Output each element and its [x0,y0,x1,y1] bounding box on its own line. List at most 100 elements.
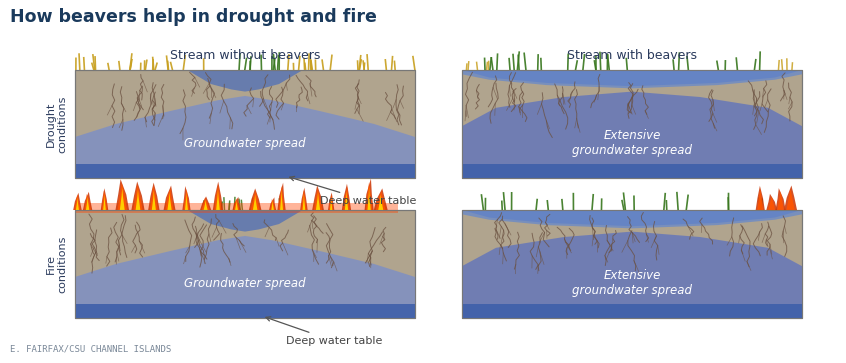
Polygon shape [367,187,371,210]
Text: Deep water table: Deep water table [290,176,416,206]
Bar [75,70,415,178]
Polygon shape [213,182,223,210]
Polygon shape [233,199,239,210]
Polygon shape [204,200,207,210]
Polygon shape [76,197,79,210]
Polygon shape [757,189,763,210]
Bar [462,210,802,318]
Text: How beavers help in drought and fire: How beavers help in drought and fire [10,8,376,26]
Polygon shape [187,70,303,91]
Polygon shape [135,189,140,210]
Bar [75,70,415,178]
Polygon shape [75,236,415,318]
Bar [462,304,802,318]
Polygon shape [185,193,188,210]
Polygon shape [233,197,240,210]
Polygon shape [776,188,786,210]
Text: Extensive
groundwater spread: Extensive groundwater spread [572,130,692,158]
Polygon shape [183,186,190,210]
Bar [462,70,802,178]
Polygon shape [131,182,145,210]
Text: Deep water table: Deep water table [266,317,382,346]
Polygon shape [462,210,802,226]
Polygon shape [328,192,334,210]
Polygon shape [312,185,324,210]
Bar [75,203,398,213]
Polygon shape [184,189,190,210]
Bar [75,210,415,318]
Text: E. FAIRFAX/CSU CHANNEL ISLANDS: E. FAIRFAX/CSU CHANNEL ISLANDS [10,344,171,353]
Polygon shape [376,191,386,210]
Bar [462,210,802,318]
Polygon shape [115,179,129,210]
Polygon shape [766,194,777,210]
Text: Extensive
groundwater spread: Extensive groundwater spread [572,269,692,297]
Polygon shape [187,210,303,232]
Polygon shape [777,191,783,210]
Polygon shape [101,188,108,210]
Polygon shape [768,196,775,210]
Polygon shape [462,91,802,178]
Text: Stream without beavers: Stream without beavers [170,49,320,62]
Polygon shape [269,197,276,210]
Polygon shape [303,194,305,210]
Polygon shape [374,188,387,210]
Polygon shape [151,190,156,210]
Polygon shape [278,186,284,210]
Polygon shape [462,210,802,228]
Text: Drought
conditions: Drought conditions [46,95,67,153]
Text: Fire
conditions: Fire conditions [46,235,67,293]
Polygon shape [150,186,158,210]
Text: Stream with beavers: Stream with beavers [567,49,697,62]
Polygon shape [85,194,91,210]
Polygon shape [163,185,175,210]
Polygon shape [249,188,261,210]
Text: Groundwater spread: Groundwater spread [184,277,305,290]
Polygon shape [165,188,173,210]
Polygon shape [75,96,415,178]
Polygon shape [201,198,210,210]
Bar [75,210,415,318]
Polygon shape [235,201,238,210]
Bar [462,70,802,178]
Polygon shape [366,182,372,210]
Polygon shape [784,185,797,210]
Polygon shape [120,188,124,210]
Polygon shape [83,192,92,210]
Polygon shape [462,70,802,86]
Polygon shape [277,183,286,210]
Polygon shape [280,190,283,210]
Polygon shape [787,189,794,210]
Polygon shape [755,186,765,210]
Polygon shape [214,185,222,210]
Bar [75,304,415,318]
Polygon shape [462,70,802,88]
Polygon shape [300,188,308,210]
Polygon shape [314,188,322,210]
Polygon shape [330,197,332,210]
Polygon shape [250,191,260,210]
Polygon shape [272,201,274,210]
Polygon shape [270,199,275,210]
Polygon shape [103,194,106,210]
Polygon shape [329,195,333,210]
Polygon shape [345,191,349,210]
Polygon shape [343,187,349,210]
Polygon shape [102,191,107,210]
Polygon shape [378,195,383,210]
Polygon shape [74,195,80,210]
Bar [462,164,802,178]
Polygon shape [316,192,320,210]
Polygon shape [301,190,306,210]
Polygon shape [134,185,143,210]
Polygon shape [168,192,172,210]
Polygon shape [148,183,160,210]
Text: Groundwater spread: Groundwater spread [184,137,305,150]
Polygon shape [74,193,82,210]
Polygon shape [200,196,212,210]
Polygon shape [216,189,220,210]
Bar [75,164,415,178]
Polygon shape [365,179,374,210]
Polygon shape [118,183,127,210]
Polygon shape [462,232,802,318]
